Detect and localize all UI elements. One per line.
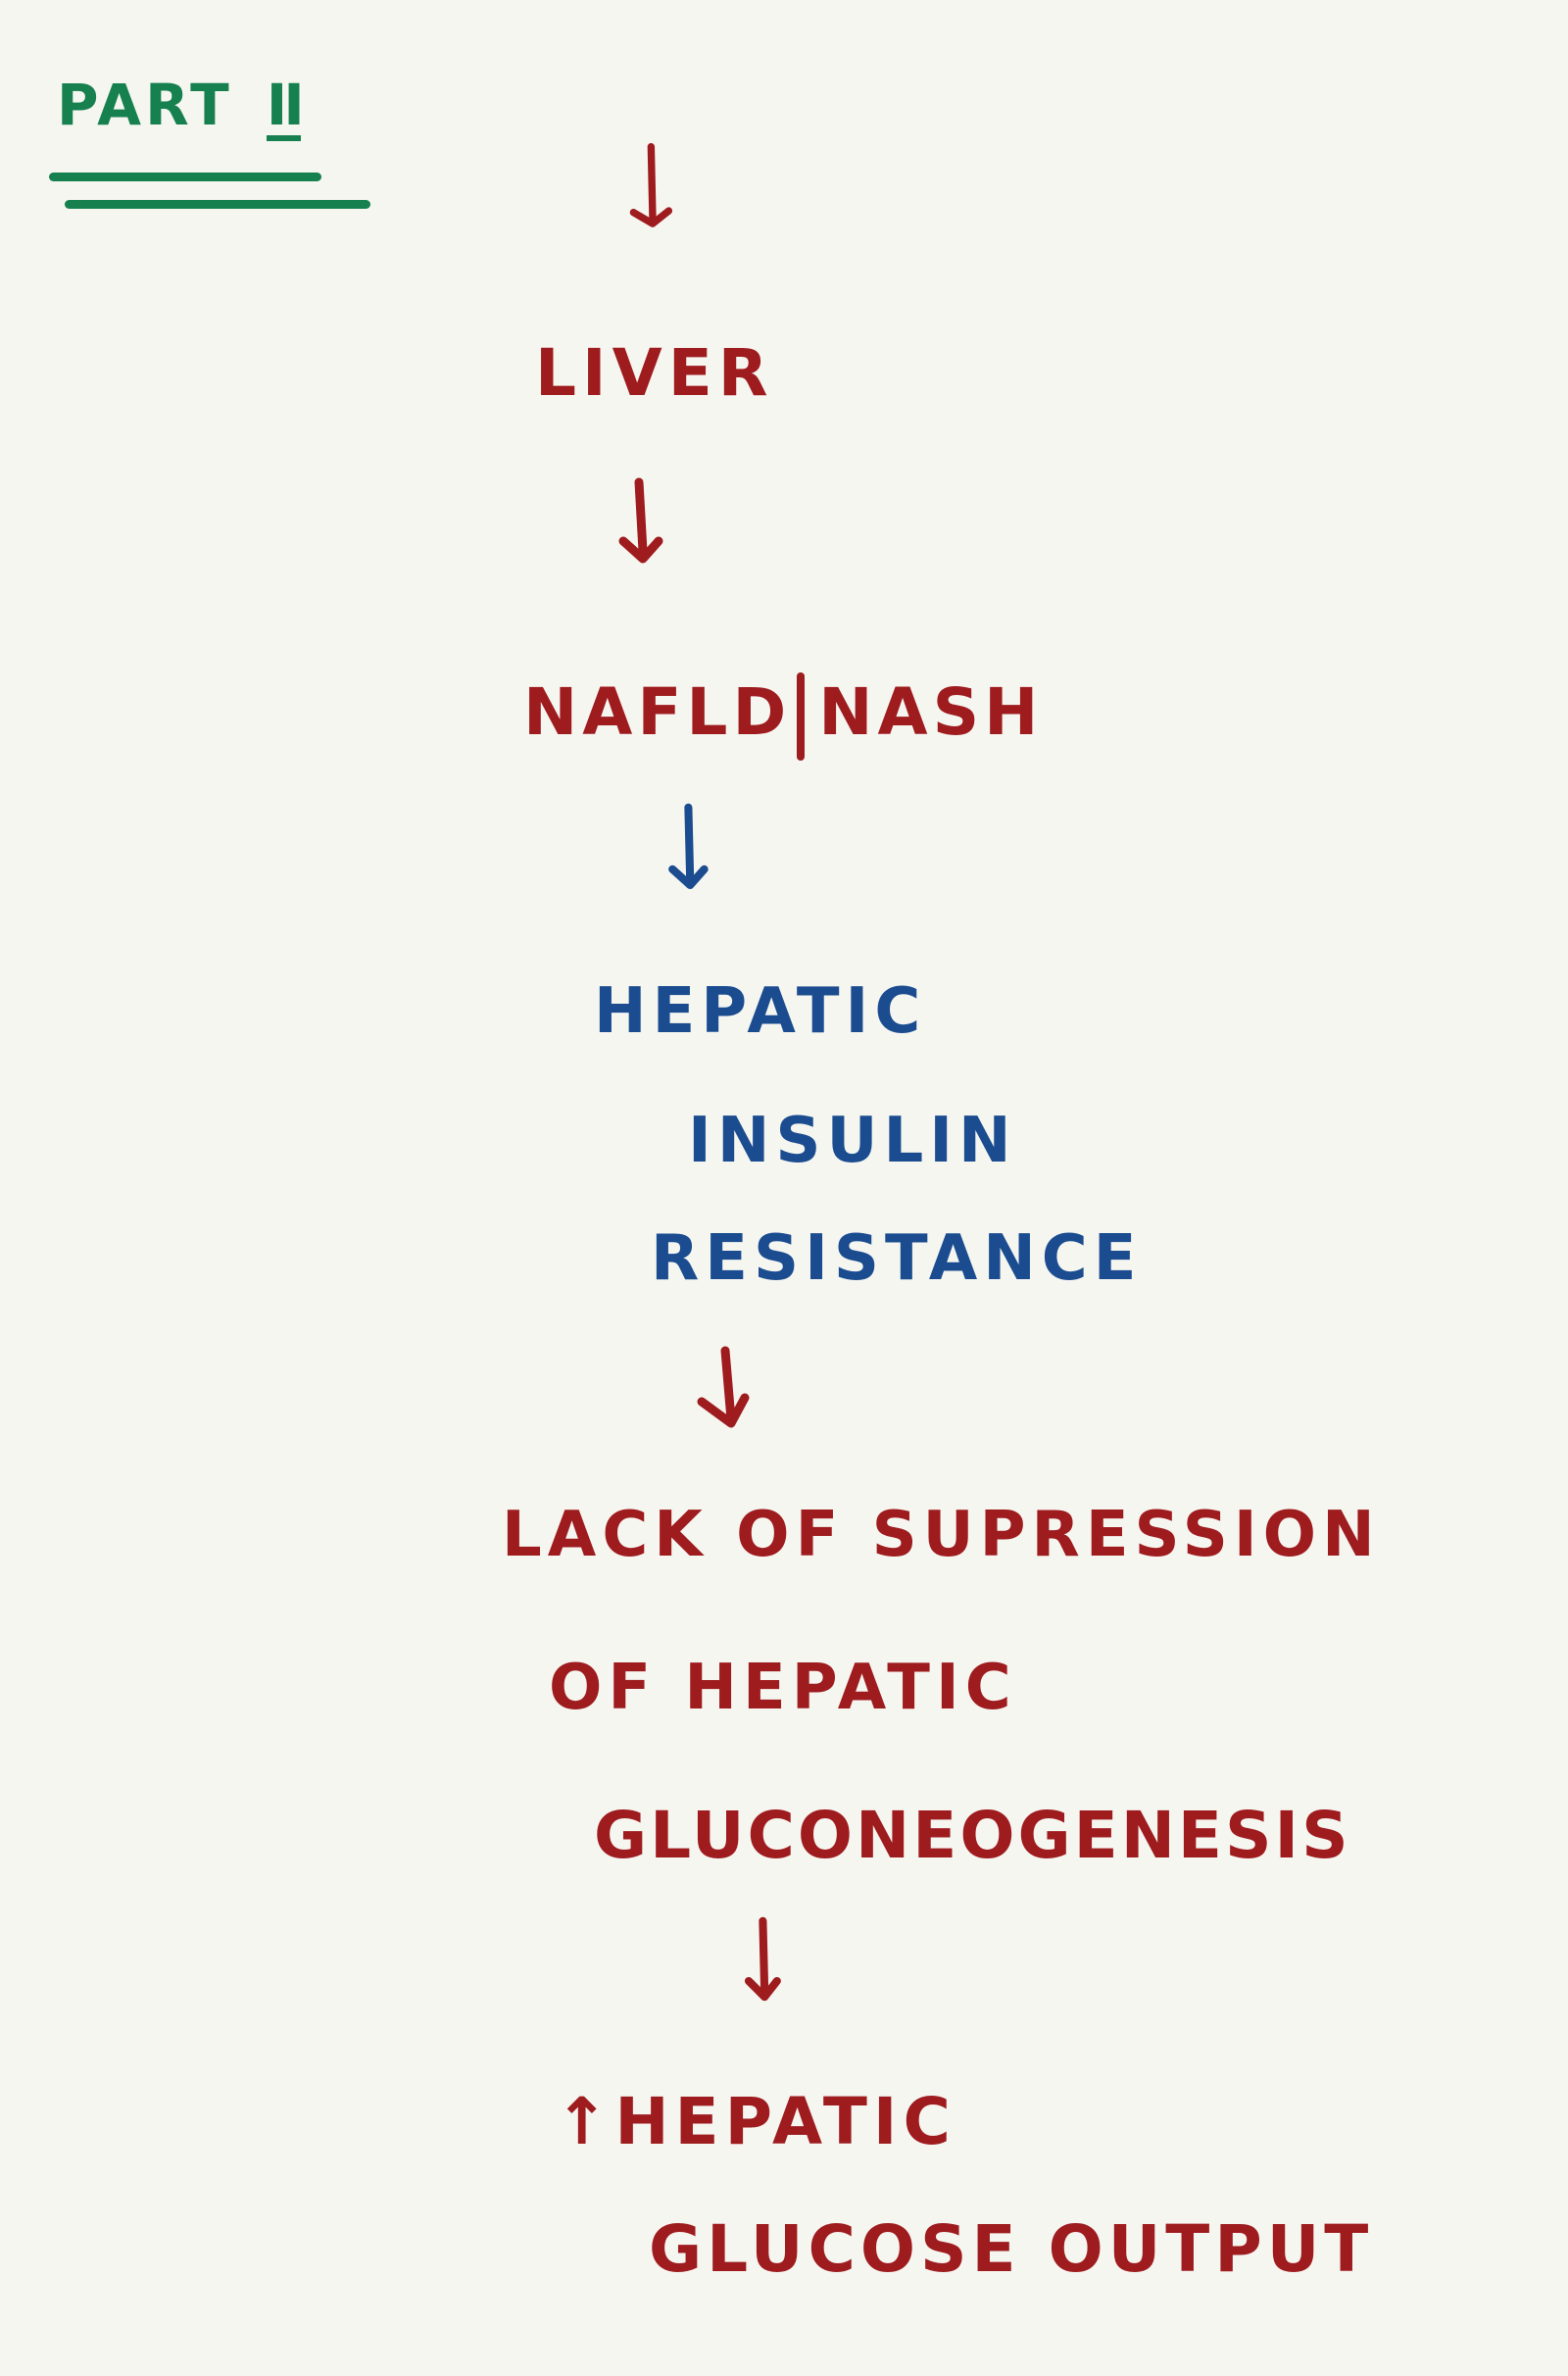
page-title: PART II: [57, 76, 305, 141]
node-lack-line2: OF HEPATIC: [549, 1652, 1017, 1724]
node-output-line1: ↑HEPATIC: [555, 2090, 956, 2154]
title-underline-bottom: [65, 200, 370, 209]
arrow-down-icon: [697, 1346, 757, 1437]
title-label: PART: [57, 72, 233, 138]
arrow-down-icon: [615, 477, 674, 569]
nash-label: NASH: [818, 674, 1044, 751]
node-insulin-line2: INSULIN: [688, 1105, 1017, 1177]
node-liver: LIVER: [535, 335, 774, 411]
node-resistance-line3: RESISTANCE: [651, 1222, 1143, 1295]
arrow-up-icon: ↑: [555, 2084, 615, 2159]
arrow-down-icon: [623, 142, 682, 233]
output-hepatic-label: HEPATIC: [614, 2084, 956, 2159]
nafld-label: NAFLD: [523, 674, 792, 751]
divider: [797, 672, 806, 761]
node-nafld-nash: NAFLD NASH: [523, 672, 1043, 761]
arrow-down-icon: [737, 1916, 796, 2007]
node-hepatic-line1: HEPATIC: [594, 975, 927, 1048]
node-lack-line3: GLUCONEOGENESIS: [594, 1798, 1351, 1873]
node-lack-line1: LACK OF SUPRESSION: [502, 1499, 1381, 1571]
title-numeral: II: [266, 76, 305, 141]
arrow-down-icon: [662, 803, 721, 894]
title-underline-top: [49, 173, 321, 181]
node-output-line2: GLUCOSE OUTPUT: [649, 2211, 1374, 2287]
